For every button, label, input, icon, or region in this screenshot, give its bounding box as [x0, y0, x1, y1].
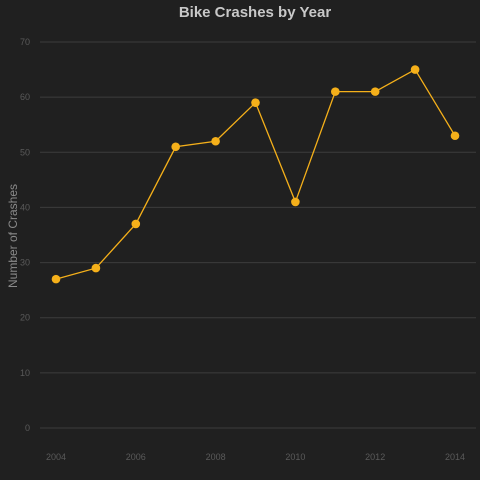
data-point: [131, 219, 141, 229]
y-tick-label: 0: [25, 423, 30, 433]
data-point: [410, 65, 420, 74]
x-tick-label: 2004: [46, 452, 66, 462]
y-tick-labels: 0 10 20 30 40 50 60 70: [20, 37, 30, 433]
data-point: [211, 136, 220, 146]
x-tick-label: 2014: [445, 452, 465, 462]
x-tick-label: 2012: [365, 452, 385, 462]
x-tick-label: 2006: [126, 452, 146, 462]
y-tick-label: 40: [20, 202, 30, 212]
x-tick-labels: 2004 2006 2008 2010 2012 2014: [46, 452, 465, 462]
y-tick-label: 20: [20, 313, 30, 323]
data-point: [171, 142, 180, 152]
y-tick-label: 50: [20, 147, 30, 157]
data-point: [370, 87, 380, 96]
data-point: [51, 274, 61, 284]
series-crashes: [51, 65, 460, 284]
data-point: [331, 87, 340, 96]
y-tick-label: 60: [20, 92, 30, 102]
y-tick-label: 10: [20, 368, 30, 378]
data-point: [450, 131, 460, 141]
gridlines: [40, 41, 476, 429]
x-tick-label: 2008: [206, 452, 226, 462]
y-axis-label: Number of Crashes: [6, 184, 20, 288]
data-point: [91, 263, 101, 273]
y-tick-label: 30: [20, 258, 30, 268]
data-point: [251, 98, 260, 107]
chart-title: Bike Crashes by Year: [179, 4, 331, 21]
x-tick-label: 2010: [285, 452, 305, 462]
data-point: [291, 197, 300, 207]
y-tick-label: 70: [20, 37, 30, 47]
